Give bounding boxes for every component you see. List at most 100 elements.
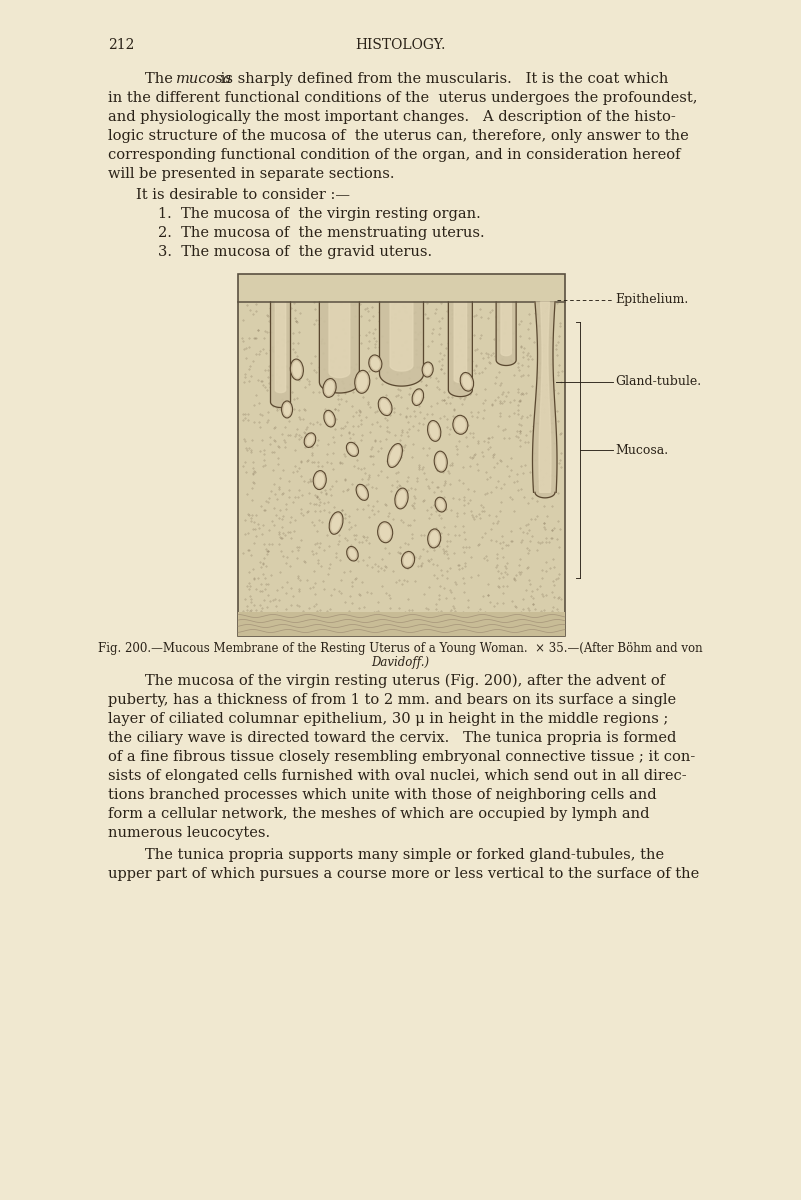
Point [547, 571, 560, 590]
Point [471, 431, 484, 450]
Point [552, 365, 565, 384]
Point [521, 408, 533, 427]
Point [401, 515, 414, 534]
Point [308, 562, 320, 581]
Point [279, 344, 292, 364]
Point [405, 446, 418, 466]
Point [304, 472, 316, 491]
Point [457, 583, 470, 602]
Point [457, 473, 469, 492]
Point [377, 392, 390, 412]
Ellipse shape [331, 514, 341, 533]
Point [271, 580, 284, 599]
Point [276, 335, 289, 354]
Point [237, 404, 250, 424]
Point [523, 541, 536, 560]
Point [411, 358, 424, 377]
Point [364, 583, 377, 602]
Text: 3.  The mucosa of  the gravid uterus.: 3. The mucosa of the gravid uterus. [158, 245, 432, 259]
Point [265, 366, 278, 385]
Point [371, 502, 384, 521]
Point [362, 361, 375, 380]
Point [297, 505, 310, 524]
Point [339, 529, 352, 548]
Point [448, 598, 461, 617]
Point [458, 553, 471, 572]
Point [465, 403, 477, 422]
Point [382, 352, 395, 371]
Point [260, 343, 273, 362]
Point [392, 542, 405, 562]
Point [265, 534, 278, 553]
Point [303, 484, 316, 503]
Point [529, 413, 542, 432]
Point [421, 308, 434, 328]
Point [279, 432, 292, 451]
Ellipse shape [368, 355, 382, 372]
Point [493, 394, 506, 413]
Point [524, 421, 537, 440]
Point [273, 528, 286, 547]
Point [476, 586, 489, 605]
Point [429, 299, 442, 318]
Point [421, 337, 434, 356]
Point [425, 613, 438, 632]
Point [394, 538, 407, 557]
Point [288, 400, 300, 419]
Point [350, 524, 363, 544]
Point [363, 547, 376, 566]
Point [254, 552, 267, 571]
Point [452, 556, 465, 575]
Point [368, 334, 381, 353]
Point [537, 514, 550, 533]
Point [497, 547, 509, 566]
Point [513, 518, 526, 538]
Point [532, 368, 545, 388]
Point [323, 350, 336, 370]
Point [402, 619, 415, 638]
Point [405, 528, 418, 547]
Point [243, 505, 256, 524]
Text: HISTOLOGY.: HISTOLOGY. [355, 38, 445, 52]
Point [432, 602, 445, 622]
Point [424, 367, 437, 386]
Point [292, 370, 304, 389]
Point [299, 401, 312, 420]
Point [521, 343, 534, 362]
Point [411, 612, 424, 631]
Point [553, 316, 566, 335]
Point [393, 480, 406, 499]
Point [489, 390, 501, 409]
Point [504, 622, 517, 641]
Point [260, 574, 272, 593]
Point [469, 341, 481, 360]
Point [489, 307, 502, 326]
Point [347, 432, 360, 451]
Point [438, 544, 451, 563]
Point [339, 504, 352, 523]
Point [373, 358, 386, 377]
Point [376, 390, 388, 409]
Point [352, 599, 365, 618]
Point [300, 370, 313, 389]
Point [308, 596, 321, 616]
Point [245, 593, 258, 612]
Point [244, 443, 257, 462]
Ellipse shape [435, 497, 446, 512]
Point [284, 360, 296, 379]
Point [335, 389, 348, 408]
Point [505, 521, 517, 540]
Point [468, 509, 481, 528]
Point [441, 568, 453, 587]
Ellipse shape [292, 361, 301, 378]
Point [399, 407, 412, 426]
Point [299, 378, 312, 397]
Point [295, 504, 308, 523]
Point [530, 378, 543, 397]
Ellipse shape [389, 445, 400, 466]
Point [356, 551, 369, 570]
Point [380, 421, 393, 440]
Point [535, 470, 548, 490]
Point [523, 606, 536, 625]
Point [461, 619, 473, 638]
